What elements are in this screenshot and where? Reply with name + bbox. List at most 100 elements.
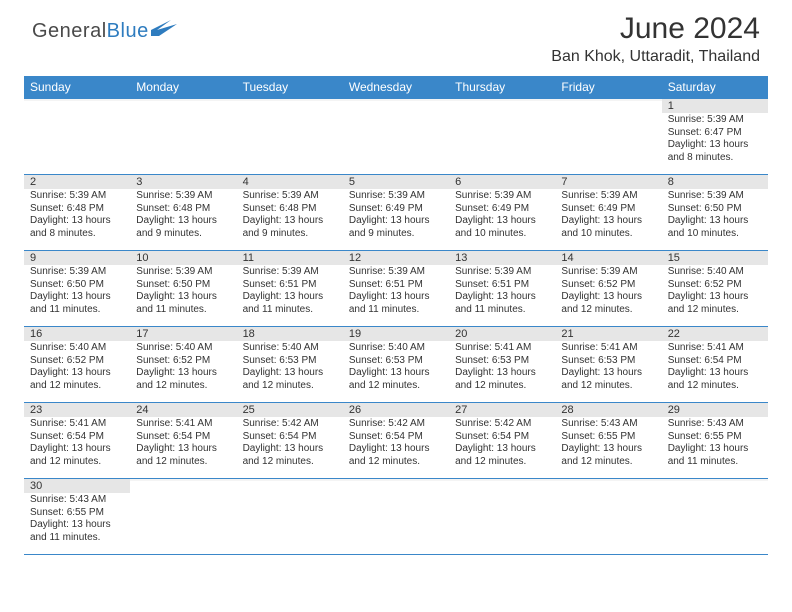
sunset-text: Sunset: 6:47 PM	[668, 127, 762, 140]
calendar-cell: 27Sunrise: 5:42 AMSunset: 6:54 PMDayligh…	[449, 403, 555, 479]
daylight-text: Daylight: 13 hours and 8 minutes.	[30, 215, 124, 240]
day-body	[130, 481, 236, 484]
calendar-cell: 20Sunrise: 5:41 AMSunset: 6:53 PMDayligh…	[449, 327, 555, 403]
day-number: 4	[237, 175, 343, 189]
day-number: 29	[662, 403, 768, 417]
calendar-cell	[449, 479, 555, 555]
sunset-text: Sunset: 6:53 PM	[243, 355, 337, 368]
calendar-week-row: 9Sunrise: 5:39 AMSunset: 6:50 PMDaylight…	[24, 251, 768, 327]
calendar-cell: 23Sunrise: 5:41 AMSunset: 6:54 PMDayligh…	[24, 403, 130, 479]
sunrise-text: Sunrise: 5:39 AM	[668, 190, 762, 203]
daylight-text: Daylight: 13 hours and 12 minutes.	[561, 291, 655, 316]
calendar-cell: 11Sunrise: 5:39 AMSunset: 6:51 PMDayligh…	[237, 251, 343, 327]
day-body: Sunrise: 5:42 AMSunset: 6:54 PMDaylight:…	[449, 417, 555, 470]
sunrise-text: Sunrise: 5:43 AM	[30, 494, 124, 507]
day-number: 3	[130, 175, 236, 189]
calendar-cell: 15Sunrise: 5:40 AMSunset: 6:52 PMDayligh…	[662, 251, 768, 327]
day-body	[449, 481, 555, 484]
sunset-text: Sunset: 6:54 PM	[243, 431, 337, 444]
sunrise-text: Sunrise: 5:40 AM	[668, 266, 762, 279]
calendar-cell: 26Sunrise: 5:42 AMSunset: 6:54 PMDayligh…	[343, 403, 449, 479]
sunset-text: Sunset: 6:53 PM	[455, 355, 549, 368]
day-body: Sunrise: 5:39 AMSunset: 6:48 PMDaylight:…	[237, 189, 343, 242]
day-body: Sunrise: 5:39 AMSunset: 6:51 PMDaylight:…	[343, 265, 449, 318]
day-number: 25	[237, 403, 343, 417]
calendar-cell: 4Sunrise: 5:39 AMSunset: 6:48 PMDaylight…	[237, 175, 343, 251]
calendar-cell	[555, 479, 661, 555]
location: Ban Khok, Uttaradit, Thailand	[551, 48, 760, 66]
daylight-text: Daylight: 13 hours and 12 minutes.	[668, 291, 762, 316]
day-body: Sunrise: 5:42 AMSunset: 6:54 PMDaylight:…	[237, 417, 343, 470]
logo-text-general: General	[32, 20, 107, 43]
calendar-cell: 6Sunrise: 5:39 AMSunset: 6:49 PMDaylight…	[449, 175, 555, 251]
day-number: 15	[662, 251, 768, 265]
daylight-text: Daylight: 13 hours and 9 minutes.	[243, 215, 337, 240]
calendar-week-row: 16Sunrise: 5:40 AMSunset: 6:52 PMDayligh…	[24, 327, 768, 403]
sunset-text: Sunset: 6:50 PM	[30, 279, 124, 292]
day-body: Sunrise: 5:41 AMSunset: 6:53 PMDaylight:…	[555, 341, 661, 394]
sunrise-text: Sunrise: 5:42 AM	[243, 418, 337, 431]
weekday-header: Friday	[555, 76, 661, 99]
sunset-text: Sunset: 6:48 PM	[136, 203, 230, 216]
daylight-text: Daylight: 13 hours and 8 minutes.	[668, 139, 762, 164]
sunrise-text: Sunrise: 5:40 AM	[30, 342, 124, 355]
daylight-text: Daylight: 13 hours and 9 minutes.	[136, 215, 230, 240]
calendar-cell: 1Sunrise: 5:39 AMSunset: 6:47 PMDaylight…	[662, 99, 768, 175]
day-number: 7	[555, 175, 661, 189]
sunrise-text: Sunrise: 5:39 AM	[455, 190, 549, 203]
sunset-text: Sunset: 6:50 PM	[136, 279, 230, 292]
day-body: Sunrise: 5:39 AMSunset: 6:50 PMDaylight:…	[130, 265, 236, 318]
calendar-cell: 19Sunrise: 5:40 AMSunset: 6:53 PMDayligh…	[343, 327, 449, 403]
sunset-text: Sunset: 6:49 PM	[349, 203, 443, 216]
daylight-text: Daylight: 13 hours and 11 minutes.	[349, 291, 443, 316]
logo: General Blue	[32, 20, 177, 43]
sunset-text: Sunset: 6:55 PM	[30, 507, 124, 520]
calendar-cell: 10Sunrise: 5:39 AMSunset: 6:50 PMDayligh…	[130, 251, 236, 327]
calendar-cell: 18Sunrise: 5:40 AMSunset: 6:53 PMDayligh…	[237, 327, 343, 403]
daylight-text: Daylight: 13 hours and 12 minutes.	[668, 367, 762, 392]
daylight-text: Daylight: 13 hours and 11 minutes.	[30, 291, 124, 316]
sunset-text: Sunset: 6:54 PM	[668, 355, 762, 368]
day-number: 30	[24, 479, 130, 493]
sunset-text: Sunset: 6:50 PM	[668, 203, 762, 216]
sunset-text: Sunset: 6:48 PM	[243, 203, 337, 216]
day-body: Sunrise: 5:43 AMSunset: 6:55 PMDaylight:…	[555, 417, 661, 470]
calendar-cell	[130, 479, 236, 555]
sunrise-text: Sunrise: 5:43 AM	[561, 418, 655, 431]
sunset-text: Sunset: 6:49 PM	[561, 203, 655, 216]
day-number: 6	[449, 175, 555, 189]
sunset-text: Sunset: 6:53 PM	[561, 355, 655, 368]
daylight-text: Daylight: 13 hours and 12 minutes.	[455, 443, 549, 468]
calendar-cell: 2Sunrise: 5:39 AMSunset: 6:48 PMDaylight…	[24, 175, 130, 251]
daylight-text: Daylight: 13 hours and 10 minutes.	[561, 215, 655, 240]
sunset-text: Sunset: 6:52 PM	[561, 279, 655, 292]
calendar-cell	[237, 99, 343, 175]
sunrise-text: Sunrise: 5:41 AM	[455, 342, 549, 355]
day-body: Sunrise: 5:39 AMSunset: 6:49 PMDaylight:…	[449, 189, 555, 242]
sunset-text: Sunset: 6:51 PM	[243, 279, 337, 292]
calendar-week-row: 1Sunrise: 5:39 AMSunset: 6:47 PMDaylight…	[24, 99, 768, 175]
day-body: Sunrise: 5:42 AMSunset: 6:54 PMDaylight:…	[343, 417, 449, 470]
daylight-text: Daylight: 13 hours and 12 minutes.	[136, 367, 230, 392]
sunset-text: Sunset: 6:54 PM	[349, 431, 443, 444]
sunrise-text: Sunrise: 5:43 AM	[668, 418, 762, 431]
sunrise-text: Sunrise: 5:39 AM	[349, 190, 443, 203]
calendar-cell: 13Sunrise: 5:39 AMSunset: 6:51 PMDayligh…	[449, 251, 555, 327]
day-number: 1	[662, 99, 768, 113]
day-body	[555, 481, 661, 484]
weekday-header: Tuesday	[237, 76, 343, 99]
daylight-text: Daylight: 13 hours and 12 minutes.	[30, 443, 124, 468]
calendar-week-row: 23Sunrise: 5:41 AMSunset: 6:54 PMDayligh…	[24, 403, 768, 479]
sunrise-text: Sunrise: 5:39 AM	[136, 190, 230, 203]
logo-text-blue: Blue	[107, 20, 149, 43]
calendar-cell: 17Sunrise: 5:40 AMSunset: 6:52 PMDayligh…	[130, 327, 236, 403]
sunrise-text: Sunrise: 5:41 AM	[668, 342, 762, 355]
day-number: 22	[662, 327, 768, 341]
calendar-cell	[237, 479, 343, 555]
day-body: Sunrise: 5:40 AMSunset: 6:52 PMDaylight:…	[24, 341, 130, 394]
daylight-text: Daylight: 13 hours and 12 minutes.	[349, 443, 443, 468]
day-number: 9	[24, 251, 130, 265]
sunrise-text: Sunrise: 5:41 AM	[136, 418, 230, 431]
day-number: 27	[449, 403, 555, 417]
day-body	[24, 101, 130, 104]
